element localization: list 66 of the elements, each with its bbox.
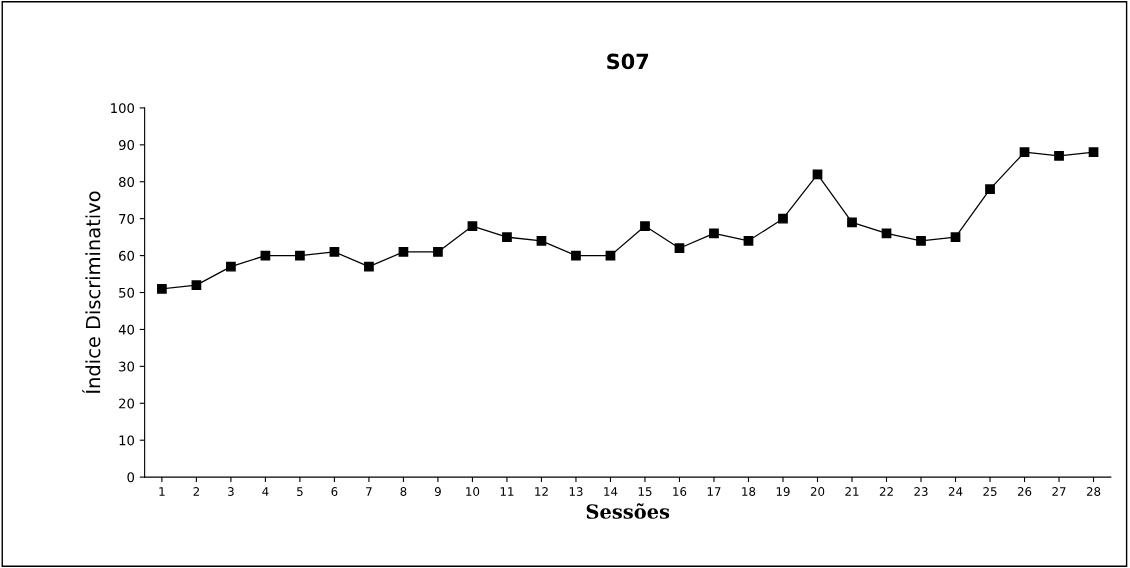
- x-tick-label: 9: [434, 487, 441, 496]
- point: [502, 232, 512, 243]
- point: [916, 235, 926, 246]
- y-tick-label: 80: [119, 176, 135, 187]
- x-tick-label: 11: [500, 487, 514, 496]
- point: [157, 283, 167, 294]
- x-tick-label: 23: [914, 487, 928, 496]
- x-tick-label: 22: [879, 487, 893, 496]
- y-tick-label: 40: [118, 324, 135, 335]
- point: [640, 221, 650, 231]
- point: [536, 235, 547, 246]
- x-tick-label: 24: [948, 487, 963, 496]
- point: [674, 243, 685, 254]
- y-tick-label: 30: [119, 361, 135, 372]
- x-tick-label: 8: [400, 487, 407, 496]
- y-tick-label: 0: [127, 472, 135, 483]
- x-tick-label: 20: [810, 487, 825, 496]
- point: [329, 247, 340, 257]
- x-tick-label: 17: [707, 487, 721, 496]
- x-tick-label: 7: [366, 487, 372, 496]
- point: [295, 250, 305, 261]
- x-tick-label: 14: [604, 487, 618, 496]
- point: [467, 221, 478, 231]
- point: [743, 235, 754, 246]
- point: [1054, 151, 1064, 161]
- x-tick-label: 25: [983, 487, 997, 496]
- x-tick-label: 15: [638, 487, 652, 496]
- x-tick-label: 21: [845, 487, 859, 496]
- y-tick-label: 10: [119, 435, 135, 446]
- x-tick-label: 5: [297, 487, 303, 496]
- y-tick-label: 50: [119, 287, 135, 298]
- point: [364, 261, 374, 272]
- point: [1088, 147, 1099, 158]
- x-tick-label: 1: [159, 487, 165, 496]
- point: [847, 217, 857, 228]
- point: [226, 261, 236, 272]
- x-tick-label: 12: [535, 487, 548, 496]
- x-tick-label: 27: [1052, 487, 1066, 496]
- y-tick-label: 100: [111, 103, 135, 114]
- point: [191, 280, 202, 290]
- x-tick-label: 6: [331, 487, 338, 496]
- point: [985, 184, 995, 195]
- point: [778, 213, 788, 224]
- point: [950, 232, 961, 243]
- x-tick-label: 2: [193, 487, 199, 496]
- point: [1019, 147, 1030, 158]
- y-axis-title: Índice Discriminativo: [82, 191, 101, 394]
- chart-title: S07: [607, 53, 649, 70]
- y-tick-label: 60: [119, 250, 135, 261]
- x-tick-label: 19: [776, 487, 790, 496]
- x-tick-label: 18: [742, 487, 756, 496]
- x-tick-label: 28: [1086, 487, 1101, 496]
- y-tick-label: 90: [118, 140, 135, 151]
- point: [433, 247, 443, 257]
- x-tick-label: 4: [262, 487, 269, 496]
- y-tick-label: 20: [119, 398, 135, 409]
- x-tick-label: 10: [466, 487, 480, 496]
- point: [571, 250, 581, 261]
- point: [709, 228, 719, 239]
- x-tick-label: 26: [1017, 487, 1032, 496]
- x-tick-label: 3: [228, 487, 234, 496]
- x-tick-label: 13: [569, 487, 583, 496]
- point: [398, 247, 409, 257]
- y-tick-label: 70: [119, 213, 135, 224]
- x-axis-title: Sessões: [586, 503, 670, 519]
- x-tick-label: 16: [673, 487, 687, 496]
